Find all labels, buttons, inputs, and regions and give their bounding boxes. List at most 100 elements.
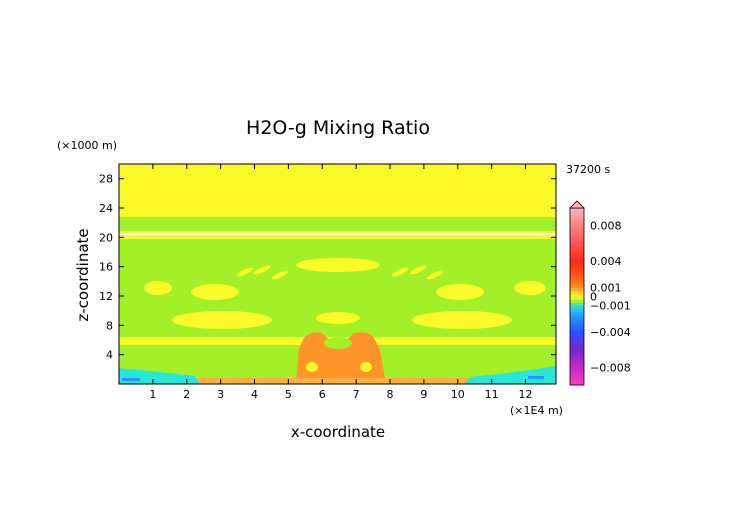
yellow-patch [191,284,239,300]
colorbar-segment [570,364,584,368]
colorbar-label: −0.004 [590,326,631,339]
cyan-layer-right [465,366,556,384]
colorbar-segment [570,379,584,383]
yellow-streak [271,270,289,280]
yellow-patch [436,284,484,300]
colorbar-segment [570,213,584,218]
colorbar-segment [570,299,584,303]
colorbar-segment [570,326,584,330]
chart-title: H2O-g Mixing Ratio [246,117,430,139]
y-tick-label: 12 [99,290,113,303]
colorbar-arrow [569,200,585,209]
colorbar-segment [570,246,584,250]
colorbar-segment [570,269,584,274]
green-band-upper [119,217,556,231]
x-axis-label: x-coordinate [291,423,385,441]
yellow-patch [172,311,272,329]
blue-speck [122,378,140,381]
x-tick-label: 3 [217,388,224,401]
colorbar-segment [570,222,584,227]
colorbar-segment [570,370,584,374]
y-unit-label: (×1000 m) [57,139,117,152]
colorbar-segment [570,317,584,321]
y-axis: 4 8 12 16 20 24 28 [99,173,556,362]
surface-orange [119,378,556,384]
colorbar-segment [570,287,584,292]
yellow-patch [412,311,512,329]
colorbar-segment [570,320,584,324]
colorbar-segment [570,284,584,289]
yellow-streak [391,267,409,277]
colorbar-segment [570,258,584,262]
x-tick-label: 8 [387,388,394,401]
colorbar-segment [570,323,584,327]
colorbar-label: −0.001 [590,299,631,312]
x-tick-label: 9 [420,388,427,401]
colorbar-segment [570,267,584,271]
yellow-streak [409,265,427,275]
colorbar-segment [570,373,584,377]
colorbar-segment [570,361,584,365]
colorbar-segment [570,255,584,259]
colorbar-segment [570,264,584,268]
colorbar-label: 0.008 [590,220,622,233]
colorbar-segment [570,252,584,256]
colorbar-segment [570,367,584,371]
colorbar-segment [570,234,584,238]
colorbar-segment [570,311,584,315]
yellow-patch [333,193,357,203]
plume-center [324,337,352,349]
blue-speck [528,376,544,379]
yellow-streak [236,267,254,277]
x-tick-label: 11 [485,388,499,401]
plot-field [119,164,556,384]
colorbar-segment [570,349,584,354]
colorbar-segment [570,219,584,224]
colorbar-segment [570,243,584,247]
yellow-patch [296,258,380,272]
colorbar [569,200,585,386]
colorbar-segment [570,240,584,244]
yellow-patch [144,281,172,295]
colorbar-segment [570,272,584,277]
y-tick-label: 28 [99,173,113,186]
colorbar-segment [570,231,584,236]
colorbar-segment [570,228,584,233]
colorbar-segment [570,314,584,318]
colorbar-segment [570,281,584,286]
x-tick-label: 2 [183,388,190,401]
x-axis: 1 2 3 4 5 6 7 8 9 10 11 12 [149,164,533,401]
x-tick-label: 6 [319,388,326,401]
y-tick-label: 8 [106,319,113,332]
colorbar-segment [570,302,584,306]
plot-frame [118,163,557,385]
colorbar-segment [570,216,584,221]
yellow-patch [514,281,546,295]
colorbar-segment [570,278,584,283]
colorbar-segment [570,382,584,386]
yellow-streak [426,270,444,280]
colorbar-segment [570,328,584,333]
y-axis-label: z-coordinate [74,228,92,321]
colorbar-segment [570,210,584,215]
colorbar-segment [570,305,584,309]
colorbar-segment [570,293,584,297]
plume-patch [306,362,318,372]
colorbar-segment [570,343,584,348]
colorbar-segment [570,337,584,342]
colorbar-segment [570,346,584,351]
x-tick-label: 12 [519,388,533,401]
colorbar-segment [570,237,584,241]
colorbar-label: 0.001 [590,282,622,295]
colorbar-segment [570,208,584,212]
time-label: 37200 s [566,163,610,176]
x-tick-label: 4 [251,388,258,401]
y-tick-label: 24 [99,202,113,215]
colorbar-segment [570,225,584,230]
colorbar-segment [570,340,584,345]
colorbar-segment [570,261,584,265]
colorbar-segment [570,249,584,253]
colorbar-segment [570,331,584,336]
colorbar-label: −0.008 [590,361,631,374]
